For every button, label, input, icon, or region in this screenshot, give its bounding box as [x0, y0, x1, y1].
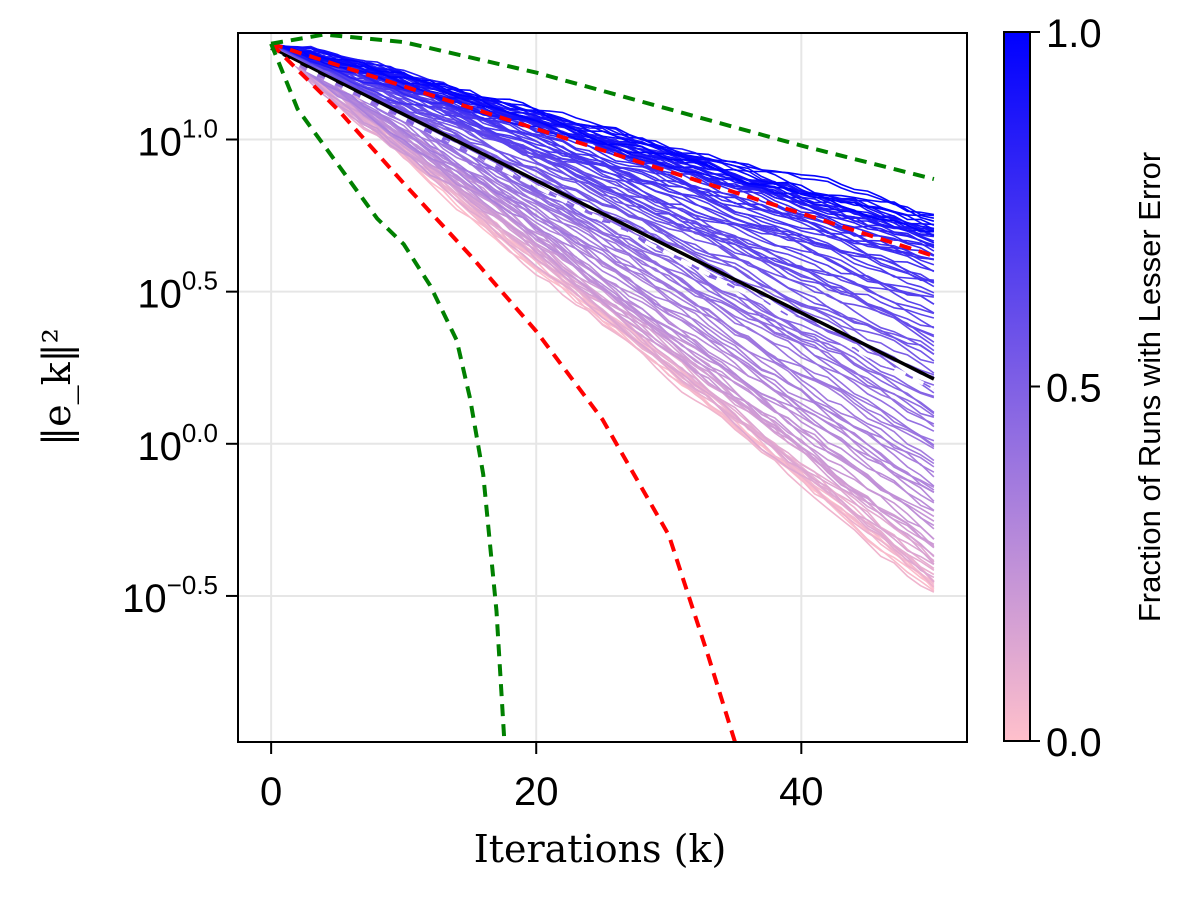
- colorbar-tick-label: 0.0: [1046, 721, 1102, 765]
- run-line: [270, 42, 935, 347]
- y-tick-label: 100.0: [137, 418, 218, 469]
- run-line: [270, 43, 935, 478]
- series-line-expected-rate: [270, 49, 935, 391]
- colorbar-tick-label: 0.5: [1046, 367, 1102, 411]
- run-line: [270, 42, 934, 282]
- run-line: [270, 43, 935, 549]
- series-line-upper-bound-red: [270, 41, 935, 258]
- colorbar: [1003, 31, 1031, 742]
- run-line: [270, 43, 935, 530]
- run-line: [270, 42, 935, 219]
- y-axis: 101.0 100.5 100.0 10−0.5: [122, 114, 238, 621]
- x-tick-label: 40: [779, 770, 824, 814]
- run-line: [270, 43, 935, 583]
- run-line: [270, 43, 935, 462]
- x-axis: 0 20 40: [260, 742, 824, 814]
- run-line: [270, 42, 935, 222]
- colorbar-ticks: 1.0 0.5 0.0: [1030, 12, 1102, 765]
- series-line-lower-bound-red: [269, 42, 737, 742]
- y-tick-label: 10−0.5: [122, 570, 218, 621]
- plot-frame: [237, 32, 968, 743]
- y-axis-title: ‖e_k‖²: [35, 328, 80, 446]
- run-line: [270, 43, 935, 494]
- run-line: [270, 42, 935, 319]
- series-line-lower-bound-green: [269, 42, 507, 742]
- series-line-upper-bound-green: [270, 33, 935, 182]
- colorbar-tick-label: 1.0: [1046, 12, 1102, 56]
- series-lines: [269, 33, 935, 742]
- y-tick-label: 100.5: [137, 266, 218, 317]
- colorbar-title: Fraction of Runs with Lesser Error: [1132, 152, 1167, 622]
- run-line: [270, 42, 934, 232]
- run-line: [270, 42, 935, 230]
- y-axis-title-text: ‖e_k‖²: [35, 328, 80, 446]
- x-tick-label: 0: [260, 770, 282, 814]
- series-line-mean: [270, 46, 935, 381]
- run-line: [270, 43, 935, 489]
- x-axis-title: Iterations (k): [474, 827, 727, 871]
- y-tick-label: 101.0: [137, 114, 218, 165]
- x-tick-label: 20: [514, 770, 559, 814]
- run-line: [270, 43, 935, 540]
- run-line: [270, 42, 935, 355]
